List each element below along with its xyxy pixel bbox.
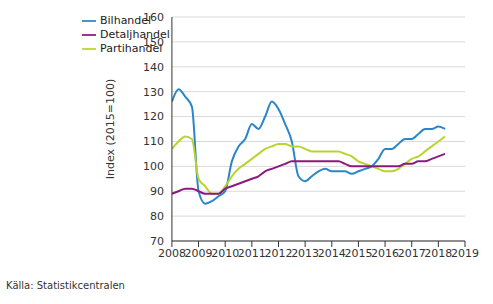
svg-text:90: 90 [150,185,164,198]
svg-text:150: 150 [143,36,164,49]
svg-text:2010: 2010 [211,247,239,260]
svg-text:2019: 2019 [451,247,479,260]
svg-text:2012: 2012 [264,247,292,260]
svg-text:Index (2015=100): Index (2015=100) [104,79,117,180]
svg-text:2016: 2016 [371,247,399,260]
svg-text:100: 100 [143,160,164,173]
svg-text:2015: 2015 [344,247,372,260]
svg-text:2014: 2014 [318,247,346,260]
svg-text:2017: 2017 [398,247,426,260]
svg-text:2009: 2009 [185,247,213,260]
svg-text:120: 120 [143,110,164,123]
svg-text:2013: 2013 [291,247,319,260]
svg-text:110: 110 [143,135,164,148]
svg-text:2011: 2011 [238,247,266,260]
svg-text:2018: 2018 [424,247,452,260]
svg-text:130: 130 [143,86,164,99]
svg-text:2008: 2008 [158,247,186,260]
svg-text:160: 160 [143,11,164,24]
svg-text:140: 140 [143,61,164,74]
svg-text:70: 70 [150,235,164,248]
svg-text:80: 80 [150,210,164,223]
